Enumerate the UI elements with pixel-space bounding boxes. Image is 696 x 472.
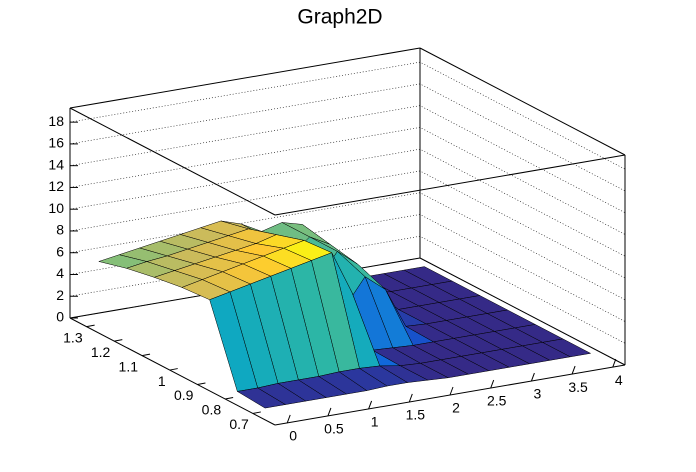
x-tick xyxy=(612,358,617,368)
x-tick-label: 0.5 xyxy=(324,421,344,437)
z-tick-label: 2 xyxy=(56,287,64,303)
grid-line xyxy=(69,127,626,235)
x-tick xyxy=(327,407,332,417)
y-tick-label: 1 xyxy=(158,373,166,389)
z-tick-label: 14 xyxy=(48,156,64,172)
x-tick-label: 4 xyxy=(615,372,623,388)
y-tick-label: 0.7 xyxy=(229,416,249,432)
x-tick xyxy=(490,379,495,389)
grid-line xyxy=(69,61,626,170)
x-tick-label: 3 xyxy=(533,386,541,402)
z-tick-label: 0 xyxy=(56,309,64,325)
y-tick xyxy=(252,411,261,414)
y-tick-label: 0.8 xyxy=(202,402,222,418)
z-tick-label: 16 xyxy=(48,135,64,151)
z-tick-label: 8 xyxy=(56,222,64,238)
y-tick-label: 1.3 xyxy=(63,329,83,345)
y-tick xyxy=(141,353,151,357)
x-tick xyxy=(449,386,454,396)
y-tick xyxy=(225,396,234,400)
x-tick xyxy=(530,372,535,382)
y-tick xyxy=(197,382,206,386)
z-tick-label: 12 xyxy=(48,178,64,194)
z-tick-label: 10 xyxy=(48,200,64,216)
grid-line xyxy=(69,105,626,213)
box-edge xyxy=(69,107,276,216)
box-edge xyxy=(69,47,421,109)
x-tick xyxy=(368,400,373,410)
x-tick xyxy=(408,393,413,403)
x-tick xyxy=(286,414,291,424)
x-tick xyxy=(571,365,576,375)
x-tick-label: 1.5 xyxy=(406,407,426,423)
y-tick-label: 0.9 xyxy=(174,387,194,403)
chart-title: Graph2D xyxy=(297,6,382,29)
y-axis xyxy=(69,317,276,426)
y-tick xyxy=(114,339,123,342)
z-tick-label: 18 xyxy=(48,113,64,129)
grid-line xyxy=(69,83,626,192)
y-tick-label: 1.1 xyxy=(119,358,139,374)
z-tick-label: 4 xyxy=(56,265,64,281)
box-edge xyxy=(274,154,626,216)
surface-cell xyxy=(237,387,286,409)
y-tick-label: 1.2 xyxy=(91,344,111,360)
x-tick-label: 0 xyxy=(289,428,297,444)
y-tick xyxy=(86,324,95,328)
x-tick-label: 1 xyxy=(371,414,379,430)
z-tick-label: 6 xyxy=(56,243,64,259)
x-tick-label: 3.5 xyxy=(568,379,588,395)
y-tick xyxy=(169,368,178,371)
x-tick-label: 2.5 xyxy=(487,393,507,409)
box-edge xyxy=(419,47,626,156)
x-tick-label: 2 xyxy=(452,400,460,416)
